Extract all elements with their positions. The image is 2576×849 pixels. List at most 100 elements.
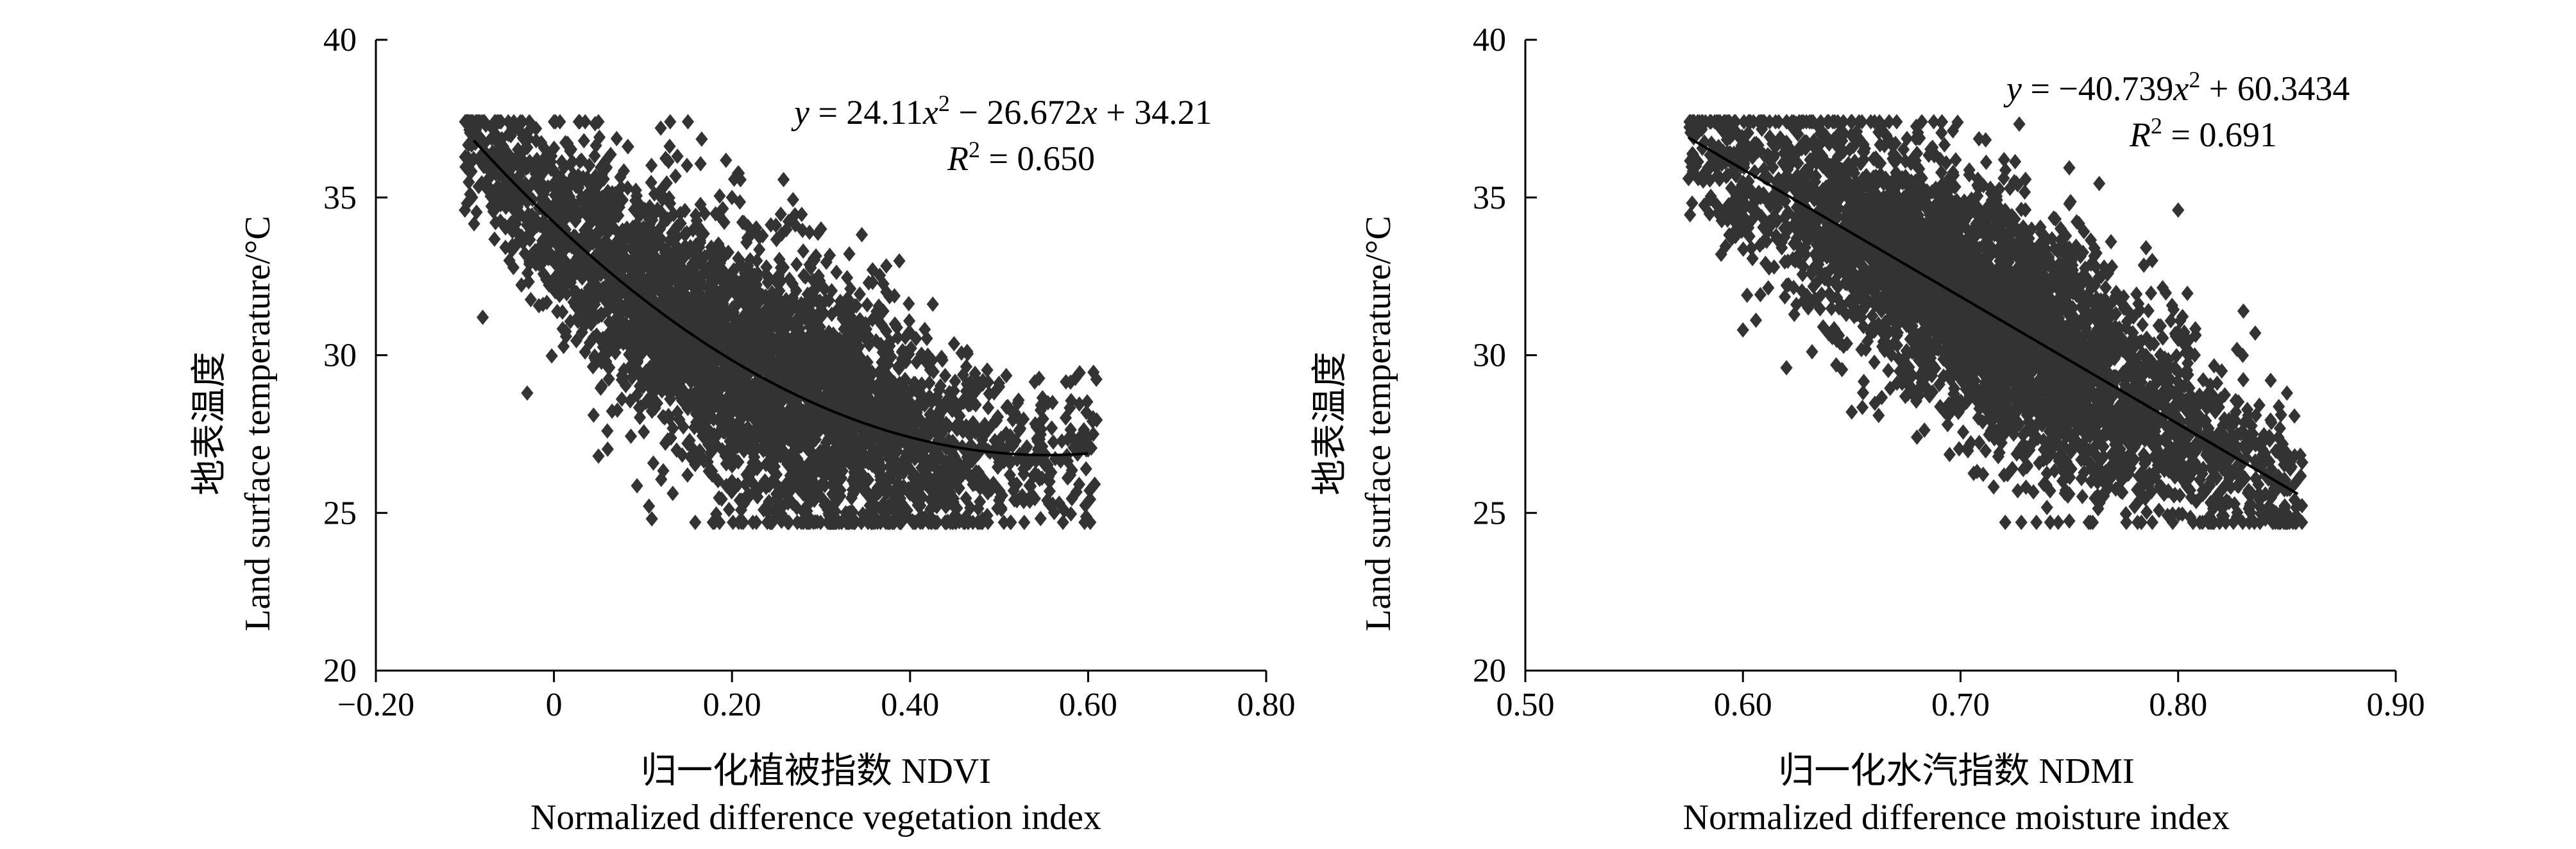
ndvi-point — [1000, 368, 1013, 384]
ndvi-point — [789, 217, 802, 233]
ndvi-point — [1046, 420, 1058, 436]
ndvi-point — [664, 114, 677, 130]
ndvi-point — [799, 356, 811, 372]
ndvi-point — [830, 264, 843, 280]
ndvi-point — [919, 322, 931, 338]
ndvi-point — [633, 409, 647, 425]
ndvi-point — [522, 274, 535, 290]
ndvi-y-tick-label: 40 — [323, 22, 357, 58]
ndvi-point — [738, 443, 750, 459]
ndvi-point — [505, 242, 518, 258]
ndvi-point — [1036, 390, 1049, 406]
ndvi-point — [713, 188, 726, 204]
ndmi-point — [2288, 408, 2301, 424]
ndvi-point — [662, 153, 675, 169]
ndvi-point — [601, 441, 614, 457]
ndvi-x-tick-label: 0.80 — [1237, 687, 1296, 723]
ndmi-point — [2237, 372, 2250, 388]
ndvi-point — [1055, 433, 1069, 449]
ndvi-point — [677, 419, 690, 435]
ndvi-point — [1060, 373, 1072, 390]
ndvi-point — [489, 214, 502, 230]
ndvi-y-tick-label: 20 — [323, 653, 357, 689]
ndvi-point — [587, 407, 600, 423]
ndvi-point — [893, 253, 906, 269]
ndvi-point — [790, 257, 803, 273]
ndvi-point — [588, 148, 601, 164]
ndvi-point — [1034, 511, 1047, 527]
ndvi-point — [960, 383, 972, 399]
ndvi-point — [663, 139, 676, 155]
ndvi-y-tick-labels: 20 25 30 35 40 — [323, 22, 357, 689]
ndvi-point — [681, 467, 694, 483]
ndvi-point — [870, 333, 883, 349]
ndvi-point — [774, 206, 787, 222]
ndvi-x-axis-label-cn: 归一化植被指数 NDVI — [641, 751, 991, 791]
ndvi-point — [583, 335, 597, 351]
ndmi-scatter-points — [1682, 114, 2309, 530]
ndvi-point — [843, 246, 856, 262]
ndvi-point — [988, 433, 1001, 449]
ndvi-point — [742, 392, 755, 408]
ndvi-point — [1064, 506, 1078, 522]
ndvi-point — [897, 479, 910, 495]
ndvi-point — [1081, 394, 1094, 410]
ndvi-point — [829, 503, 842, 519]
ndvi-point — [575, 324, 588, 340]
ndvi-point — [694, 156, 707, 172]
ndvi-point — [687, 316, 700, 332]
ndvi-point — [631, 477, 643, 493]
ndvi-fit-equation: y = 24.11x2 − 26.672x + 34.21 — [791, 90, 1212, 132]
ndvi-point — [694, 196, 707, 212]
ndvi-point — [981, 400, 995, 416]
ndvi-x-tick-labels: −0.20 0 0.20 0.40 0.60 0.80 — [337, 687, 1296, 723]
ndvi-point — [645, 511, 658, 527]
ndvi-point — [667, 207, 680, 223]
ndvi-point — [797, 243, 809, 259]
ndvi-x-tick-label: 0.60 — [1059, 687, 1117, 723]
ndvi-y-tick-label: 25 — [323, 495, 357, 531]
ndvi-point — [902, 296, 915, 312]
ndvi-point — [960, 490, 972, 506]
ndvi-x-tick-label: 0 — [546, 687, 563, 723]
ndvi-y-axis-label-en: Land surface temperature/°C — [238, 216, 278, 631]
ndvi-point — [947, 336, 960, 352]
ndvi-point — [487, 203, 500, 219]
ndvi-point — [666, 485, 679, 501]
ndmi-point — [2030, 514, 2043, 530]
ndvi-point — [897, 386, 910, 402]
ndvi-point — [603, 314, 616, 330]
ndvi-point — [659, 359, 672, 375]
ndvi-x-tick-label: −0.20 — [337, 687, 414, 723]
ndvi-point — [841, 270, 854, 286]
ndvi-point — [681, 114, 695, 130]
ndvi-scatter-points — [459, 114, 1103, 530]
ndvi-point — [976, 374, 989, 390]
ndvi-point — [814, 422, 827, 438]
ndvi-y-tick-label: 30 — [323, 338, 357, 374]
ndvi-point — [622, 139, 634, 155]
ndvi-point — [1004, 514, 1017, 530]
ndvi-point — [902, 347, 915, 363]
ndvi-point — [601, 423, 614, 439]
ndvi-point — [476, 309, 489, 325]
ndvi-point — [789, 296, 802, 312]
ndvi-point — [1080, 461, 1092, 477]
ndvi-point — [947, 383, 960, 399]
ndvi-point — [833, 356, 846, 372]
ndvi-point — [689, 514, 702, 530]
ndvi-point — [699, 205, 711, 221]
ndvi-point — [945, 402, 959, 418]
ndvi-point — [949, 373, 962, 390]
ndmi-point — [2013, 116, 2026, 132]
ndvi-point — [470, 204, 483, 220]
ndvi-point — [720, 152, 733, 168]
ndvi-point — [671, 148, 684, 164]
ndvi-point — [648, 186, 661, 202]
ndvi-point — [638, 424, 650, 440]
ndvi-point — [695, 131, 708, 147]
ndvi-y-tick-label: 35 — [323, 180, 357, 216]
ndvi-point — [926, 296, 939, 313]
ndvi-point — [643, 498, 656, 514]
